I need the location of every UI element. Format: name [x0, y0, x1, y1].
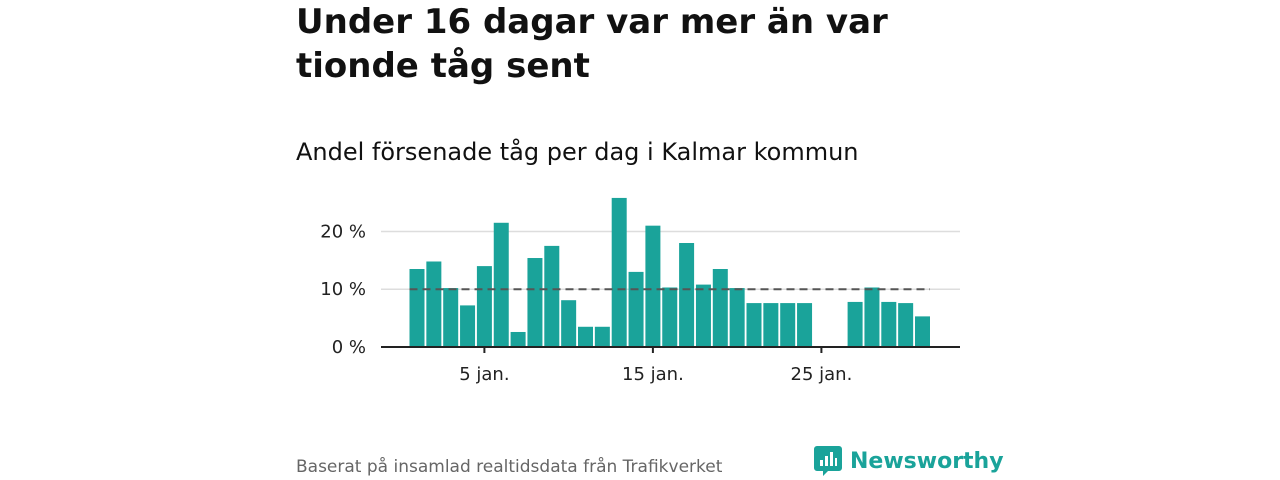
bar: [712, 269, 728, 347]
y-tick-label: 0 %: [332, 337, 366, 358]
bar: [915, 316, 930, 347]
bar: [746, 303, 762, 347]
chart-title: Under 16 dagar var mer än var tionde tåg…: [296, 2, 888, 86]
x-tick-label: 5 jan.: [459, 364, 509, 385]
bar: [864, 287, 880, 347]
gridlines: [381, 230, 960, 290]
bar: [628, 271, 644, 347]
bar: [695, 284, 711, 347]
bars: [409, 197, 930, 347]
x-tick-label: 15 jan.: [622, 364, 684, 385]
bar: [729, 288, 745, 347]
bar: [763, 303, 779, 347]
bar: [578, 326, 593, 347]
bar: [662, 287, 678, 347]
y-tick-label: 20 %: [320, 221, 366, 242]
bar: [847, 301, 863, 347]
bar: [561, 300, 577, 347]
bar: [527, 258, 543, 347]
x-tick-label: 25 jan.: [791, 364, 853, 385]
bar: [679, 243, 695, 347]
x-axis: [381, 346, 960, 353]
y-axis-tick-labels: 0 % 10 % 20 %: [320, 221, 366, 358]
bar: [409, 269, 425, 347]
bar: [780, 303, 796, 347]
y-tick-label: 10 %: [320, 279, 366, 300]
bar: [493, 222, 509, 347]
newsworthy-logo[interactable]: Newsworthy: [814, 446, 1004, 476]
bar: [645, 225, 661, 347]
source-note: Baserat på insamlad realtidsdata från Tr…: [296, 457, 723, 477]
x-axis-tick-labels: 5 jan. 15 jan. 25 jan.: [459, 364, 852, 385]
chart-subtitle: Andel försenade tåg per dag i Kalmar kom…: [296, 138, 859, 166]
bar: [881, 301, 897, 347]
bar: [443, 288, 459, 347]
bar: [426, 261, 442, 347]
bar: [898, 303, 914, 347]
newsworthy-logo-icon: [814, 446, 842, 476]
bar: [460, 305, 476, 347]
logo-text: Newsworthy: [850, 448, 1004, 474]
bar: [594, 326, 610, 347]
bar: [544, 245, 560, 347]
bar: [510, 331, 526, 347]
bar: [476, 266, 492, 347]
bar-chart: 0 % 10 % 20 % 5 jan. 15 jan. 25 jan.: [320, 197, 960, 385]
bar: [797, 303, 813, 347]
bar: [611, 197, 627, 347]
